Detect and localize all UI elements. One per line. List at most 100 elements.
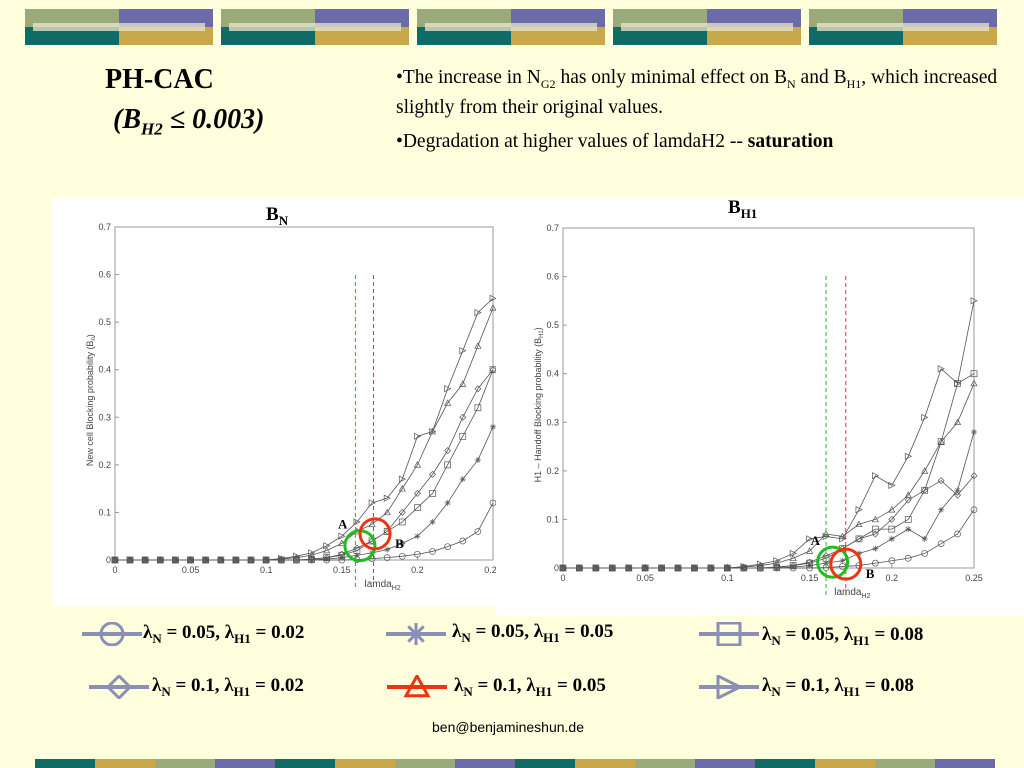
data-point-triangle	[756, 561, 764, 569]
data-point-tri-right	[806, 535, 814, 543]
data-point-diamond	[398, 508, 406, 516]
data-point-tri-right	[187, 556, 195, 564]
data-point-triangle	[888, 505, 896, 513]
y-tick-label: 0.1	[98, 507, 111, 517]
data-point-tri-right	[172, 556, 180, 564]
data-point-tri-right	[921, 413, 929, 421]
legend-marker	[716, 622, 742, 646]
data-point-star	[399, 540, 406, 547]
data-point-circle	[489, 499, 496, 507]
y-axis-label: New cell Blocking probability (Bn)	[85, 334, 97, 466]
data-point-tri-right	[970, 297, 978, 305]
series-line-square	[563, 373, 975, 569]
point-A-label: A	[338, 517, 348, 532]
data-point-circle	[904, 554, 912, 562]
data-point-tri-right	[740, 562, 748, 571]
data-point-circle	[888, 557, 896, 565]
header-decoration	[0, 0, 1024, 50]
point-B-highlight	[358, 517, 392, 551]
data-point-diamond	[474, 385, 482, 393]
data-point-tri-right	[308, 549, 316, 557]
y-axis-label: H1 – Handoff Blocking probability (BH1)	[533, 327, 545, 482]
contact-email: ben@benjamineshun.de	[432, 719, 584, 735]
data-point-tri-right	[839, 535, 847, 543]
data-point-circle	[937, 540, 945, 548]
x-tick-label: 0.2	[886, 573, 899, 583]
data-point-square	[444, 461, 451, 469]
data-point-square	[414, 504, 421, 512]
y-tick-label: 0.3	[98, 412, 111, 422]
data-point-star	[921, 535, 928, 542]
chart-bn-svg: 0 0.05 0.1 0.15 0.2 0.25 0 0.1 0.2 0.3 0.4 0.5 0.6 0.…	[85, 222, 496, 592]
y-tick-label: 0	[106, 555, 111, 565]
x-axis-label: lamdaH2	[834, 587, 870, 600]
legend-diamond-icon	[89, 675, 149, 699]
header-tile	[417, 9, 605, 45]
data-point-diamond	[641, 564, 649, 572]
data-point-diamond	[308, 555, 316, 563]
data-point-star	[429, 518, 436, 525]
series-line-circle	[115, 502, 494, 561]
data-point-square	[970, 370, 978, 378]
data-point-diamond	[171, 556, 179, 564]
data-point-diamond	[187, 556, 195, 564]
data-point-triangle	[474, 342, 482, 349]
data-point-star	[938, 506, 945, 513]
data-point-star	[414, 533, 421, 540]
data-point-diamond	[459, 413, 467, 421]
legend-tri-right-icon	[699, 675, 759, 699]
data-point-diamond	[575, 564, 583, 572]
data-point-star	[384, 546, 391, 553]
series-line-square	[115, 369, 494, 561]
y-tick-label: 0.7	[98, 222, 111, 232]
data-point-tri-right	[368, 499, 376, 507]
chart-bh1-title: BH1	[728, 197, 758, 221]
data-point-square	[872, 525, 879, 533]
data-point-triangle	[953, 418, 962, 426]
data-point-diamond	[141, 556, 149, 564]
data-point-triangle	[970, 379, 978, 387]
data-point-diamond	[353, 544, 361, 552]
legend-marker	[405, 623, 427, 645]
data-point-diamond	[413, 489, 421, 497]
data-point-circle	[474, 528, 482, 535]
y-tick-label: 0.2	[546, 466, 559, 476]
x-tick-label: 0	[560, 573, 565, 583]
data-point-tri-right	[937, 365, 945, 373]
chart-bh1: 0 0.05 0.1 0.15 0.2 0.25 0 0.1 0.2 0.3 0.4 0.5 0.6 0.…	[496, 197, 1024, 615]
data-point-tri-right	[691, 564, 699, 572]
data-point-triangle	[904, 491, 912, 498]
data-point-triangle	[413, 461, 421, 468]
data-point-tri-right	[111, 556, 119, 564]
data-point-diamond	[592, 564, 600, 572]
x-tick-label: 0.15	[801, 573, 819, 583]
data-point-tri-right	[353, 518, 361, 526]
data-point-diamond	[559, 564, 567, 572]
data-point-tri-right	[855, 506, 863, 514]
y-tick-label: 0.7	[546, 223, 559, 233]
x-tick-label: 0.15	[333, 565, 351, 575]
series-line-tri-right	[115, 298, 494, 561]
data-point-diamond	[789, 562, 797, 570]
data-point-tri-right	[904, 452, 913, 460]
page-subtitle: (BH2 ≤ 0.003)	[113, 104, 265, 139]
data-point-tri-right	[293, 552, 301, 560]
series-line-triangle	[563, 383, 975, 569]
y-tick-label: 0	[554, 563, 559, 573]
data-point-tri-right	[489, 294, 496, 302]
data-point-circle	[970, 506, 978, 514]
data-point-triangle	[489, 304, 496, 311]
legend-entry-label: λN = 0.1, λH1 = 0.05	[454, 675, 606, 699]
data-point-triangle	[338, 539, 346, 547]
data-point-diamond	[247, 556, 255, 564]
x-tick-label: 0	[112, 565, 117, 575]
series-line-tri-right	[563, 300, 975, 569]
data-point-tri-right	[262, 556, 270, 564]
plot-frame	[562, 227, 975, 569]
data-point-triangle	[383, 508, 391, 516]
data-point-circle	[398, 552, 406, 560]
data-point-circle	[444, 543, 451, 551]
y-tick-label: 0.1	[546, 514, 559, 524]
page-title: PH-CAC	[105, 64, 214, 95]
data-point-tri-right	[756, 560, 765, 568]
